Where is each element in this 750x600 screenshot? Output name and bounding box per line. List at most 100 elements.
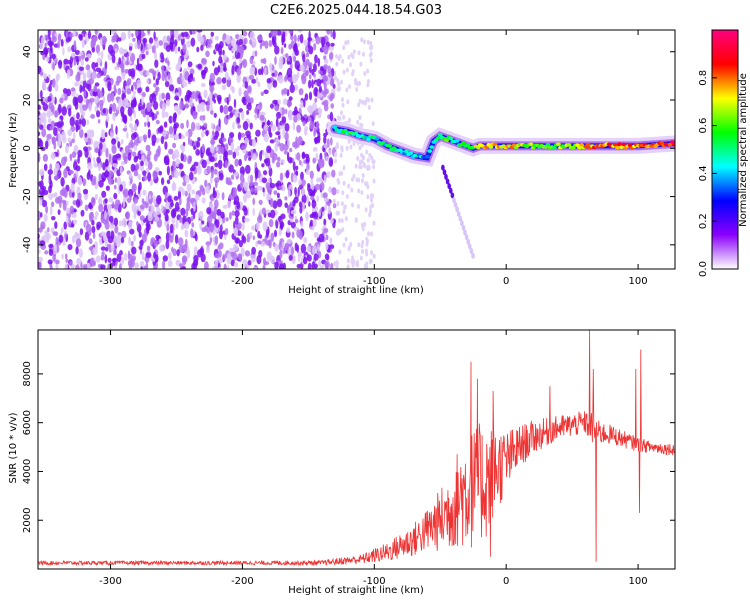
noise-blob [225, 217, 229, 222]
noise-blob [72, 30, 76, 37]
noise-blob [143, 175, 148, 181]
noise-blob [88, 202, 92, 209]
noise-blob [174, 201, 180, 212]
noise-blob [372, 164, 375, 170]
noise-blob [365, 261, 369, 267]
noise-blob [236, 73, 241, 83]
noise-blob [271, 124, 277, 132]
noise-blob [249, 122, 253, 130]
noise-blob [122, 197, 126, 208]
noise-blob [120, 111, 125, 118]
noise-blob [151, 134, 157, 144]
noise-blob [235, 238, 239, 244]
noise-blob [257, 68, 263, 76]
noise-blob [147, 121, 151, 128]
noise-blob [109, 224, 115, 229]
noise-blob [96, 156, 101, 163]
y-tick-label: 6000 [22, 410, 33, 435]
noise-blob [298, 230, 303, 240]
noise-blob [369, 41, 373, 46]
noise-blob [210, 110, 214, 115]
noise-blob [147, 214, 153, 222]
noise-blob [315, 35, 321, 45]
noise-blob [370, 250, 374, 256]
noise-blob [349, 242, 353, 247]
noise-blob [57, 195, 63, 204]
noise-blob [104, 254, 108, 264]
noise-blob [144, 121, 147, 127]
noise-blob [150, 205, 155, 214]
noise-blob [95, 255, 101, 263]
noise-blob [325, 234, 329, 241]
noise-blob [62, 47, 65, 56]
noise-blob [239, 45, 245, 55]
noise-blob [184, 190, 188, 197]
noise-blob [283, 43, 287, 48]
noise-blob [371, 121, 375, 127]
trace-point [528, 142, 534, 146]
noise-blob [345, 87, 349, 93]
noise-blob [49, 163, 52, 171]
noise-blob [48, 174, 52, 181]
noise-blob [274, 45, 280, 55]
noise-blob [271, 72, 275, 77]
noise-blob [102, 233, 106, 242]
noise-blob [111, 38, 116, 43]
x-tick-label: 0 [503, 276, 509, 287]
noise-blob [192, 30, 196, 35]
noise-blob [363, 221, 367, 227]
trace-branch [450, 192, 455, 199]
noise-blob [251, 246, 256, 255]
noise-blob [38, 249, 41, 254]
noise-blob [134, 262, 139, 269]
noise-blob [350, 259, 354, 264]
noise-blob [163, 155, 170, 166]
noise-blob [138, 102, 141, 112]
noise-blob [84, 231, 90, 241]
noise-blob [75, 165, 81, 172]
noise-blob [235, 216, 239, 225]
noise-blob [366, 166, 370, 171]
noise-blob [91, 61, 96, 70]
noise-blob [38, 104, 41, 110]
snr-panel: -300 -200 -100 0 100 2000 4000 6000 8000 Height… [8, 329, 676, 596]
noise-blob [340, 79, 343, 85]
noise-blob [39, 180, 44, 190]
noise-blob [335, 53, 339, 59]
noise-blob [290, 221, 296, 229]
noise-blob [132, 151, 137, 158]
noise-blob [128, 220, 133, 230]
noise-blob [208, 231, 212, 238]
noise-blob [222, 204, 228, 209]
noise-blob [61, 131, 66, 141]
noise-blob [98, 196, 102, 204]
noise-blob [209, 72, 215, 83]
noise-blob [274, 56, 277, 65]
noise-blob [318, 250, 322, 259]
noise-blob [214, 154, 218, 159]
noise-blob [200, 253, 206, 263]
noise-blob [180, 170, 185, 177]
noise-blob [119, 47, 124, 55]
noise-blob [191, 222, 195, 228]
noise-blob [249, 231, 253, 239]
noise-blob [231, 210, 235, 216]
noise-blob [321, 43, 325, 48]
noise-blob [130, 138, 133, 148]
colorbar: 0.0 0.2 0.4 0.6 0.8 Normalized spectral ampl… [698, 29, 749, 277]
noise-blob [231, 86, 235, 94]
noise-blob [208, 152, 213, 162]
noise-blob [47, 259, 53, 265]
noise-blob [292, 122, 296, 131]
noise-blob [222, 253, 226, 262]
noise-blob [104, 210, 107, 220]
noise-blob [140, 108, 146, 115]
noise-blob [319, 264, 325, 269]
noise-blob [155, 119, 160, 125]
noise-blob [49, 180, 53, 189]
noise-blob [133, 110, 136, 119]
noise-blob [344, 236, 348, 242]
noise-blob [329, 149, 332, 156]
noise-blob [47, 169, 53, 175]
noise-blob [187, 76, 191, 82]
